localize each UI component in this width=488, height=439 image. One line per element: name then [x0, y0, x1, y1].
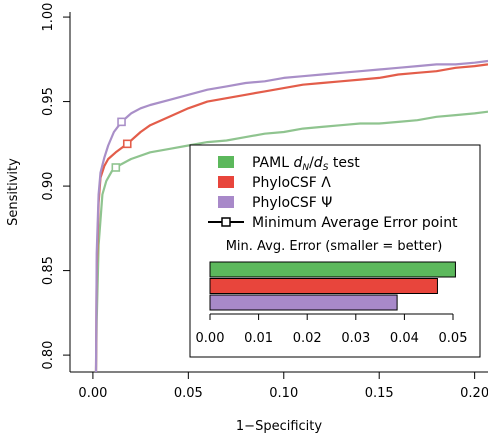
series-line-paml	[94, 110, 488, 373]
legend-box	[189, 144, 481, 358]
inset-x-tick-label: 0.05	[439, 331, 468, 346]
legend-label-paml: PAML dN/dS test	[252, 155, 360, 173]
series-line-phylocsf-psi	[94, 59, 488, 373]
inset-x-tick-label: 0.01	[244, 331, 273, 346]
legend: PAML dN/dS test PhyloCSF Λ PhyloCSF Ψ Mi…	[189, 144, 481, 358]
legend-paml-d2: d	[314, 155, 323, 171]
legend-min-error-marker	[221, 217, 231, 227]
x-axis-title: 1−Specificity	[236, 419, 322, 434]
inset-x-tick-label: 0.02	[293, 331, 322, 346]
legend-label-phylocsf-psi: PhyloCSF Ψ	[252, 195, 332, 211]
y-tick-label: 0.95	[41, 87, 56, 116]
legend-paml-slash: /	[309, 155, 314, 171]
legend-paml-suffix: test	[328, 155, 360, 171]
inset-bar-phylocsf-psi	[209, 294, 398, 311]
x-tick-label: 0.20	[460, 386, 488, 401]
inset-bar-paml	[209, 261, 456, 278]
x-tick-label: 0.10	[269, 386, 298, 401]
inset-bar-phylocsf-lambda	[209, 278, 438, 294]
x-tick-label: 0.05	[174, 386, 203, 401]
legend-paml-sub2: S	[323, 163, 329, 173]
y-tick-label: 0.80	[41, 341, 56, 370]
min-error-marker-phylocsf-lambda	[122, 139, 132, 149]
legend-label-phylocsf-lambda: PhyloCSF Λ	[252, 175, 331, 191]
legend-swatch-phylocsf-lambda	[218, 176, 234, 188]
y-tick-label: 0.90	[41, 172, 56, 201]
min-error-markers	[111, 117, 132, 172]
legend-swatch-phylocsf-psi	[218, 196, 234, 208]
legend-label-min-error: Minimum Average Error point	[252, 215, 458, 231]
y-tick-label: 0.85	[41, 256, 56, 285]
inset-title: Min. Avg. Error (smaller = better)	[226, 239, 443, 254]
legend-paml-prefix: PAML	[252, 155, 293, 171]
x-tick-label: 0.00	[78, 386, 107, 401]
series-line-phylocsf-lambda	[94, 63, 488, 373]
axes: 0.00 0.05 0.10 0.15 0.20 0.80 0.85 0.90 0.95 1.00	[41, 3, 488, 401]
inset-x-tick-label: 0.04	[390, 331, 419, 346]
inset-bar-chart: 0.00 0.01 0.02 0.03 0.04 0.05	[196, 261, 468, 346]
series-lines	[94, 59, 488, 373]
legend-paml-sub1: N	[302, 163, 309, 173]
min-error-marker-paml	[111, 163, 121, 172]
min-error-marker-phylocsf-psi	[117, 117, 126, 127]
y-axis-title: Sensitivity	[6, 158, 21, 226]
inset-x-tick-label: 0.00	[196, 331, 225, 346]
y-tick-label: 1.00	[41, 3, 56, 32]
legend-paml-d1: d	[293, 155, 302, 171]
inset-x-tick-label: 0.03	[341, 331, 370, 346]
legend-swatch-paml	[218, 156, 234, 168]
x-tick-label: 0.15	[365, 386, 394, 401]
